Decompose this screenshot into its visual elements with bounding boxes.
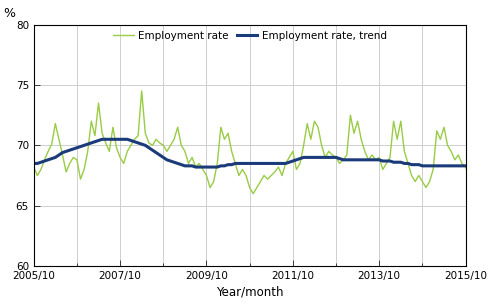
Text: %: % <box>3 7 15 20</box>
Employment rate <box>225 131 231 135</box>
Employment rate <box>488 144 494 147</box>
Employment rate <box>387 156 393 159</box>
Line: Employment rate: Employment rate <box>34 91 494 194</box>
Legend: Employment rate, Employment rate, trend: Employment rate, Employment rate, trend <box>109 27 391 45</box>
Employment rate <box>250 192 256 196</box>
Employment rate, trend <box>193 165 199 169</box>
Employment rate, trend <box>304 156 310 159</box>
Employment rate, trend <box>283 162 288 165</box>
Employment rate <box>448 149 454 153</box>
Employment rate <box>31 165 37 169</box>
Line: Employment rate, trend: Employment rate, trend <box>34 139 494 167</box>
Employment rate <box>139 89 145 93</box>
Employment rate, trend <box>31 162 37 165</box>
Employment rate, trend <box>189 164 195 168</box>
X-axis label: Year/month: Year/month <box>216 285 284 298</box>
Employment rate <box>229 149 235 153</box>
Employment rate, trend <box>358 158 364 162</box>
Employment rate, trend <box>369 158 375 162</box>
Employment rate, trend <box>99 138 105 141</box>
Employment rate, trend <box>488 163 494 167</box>
